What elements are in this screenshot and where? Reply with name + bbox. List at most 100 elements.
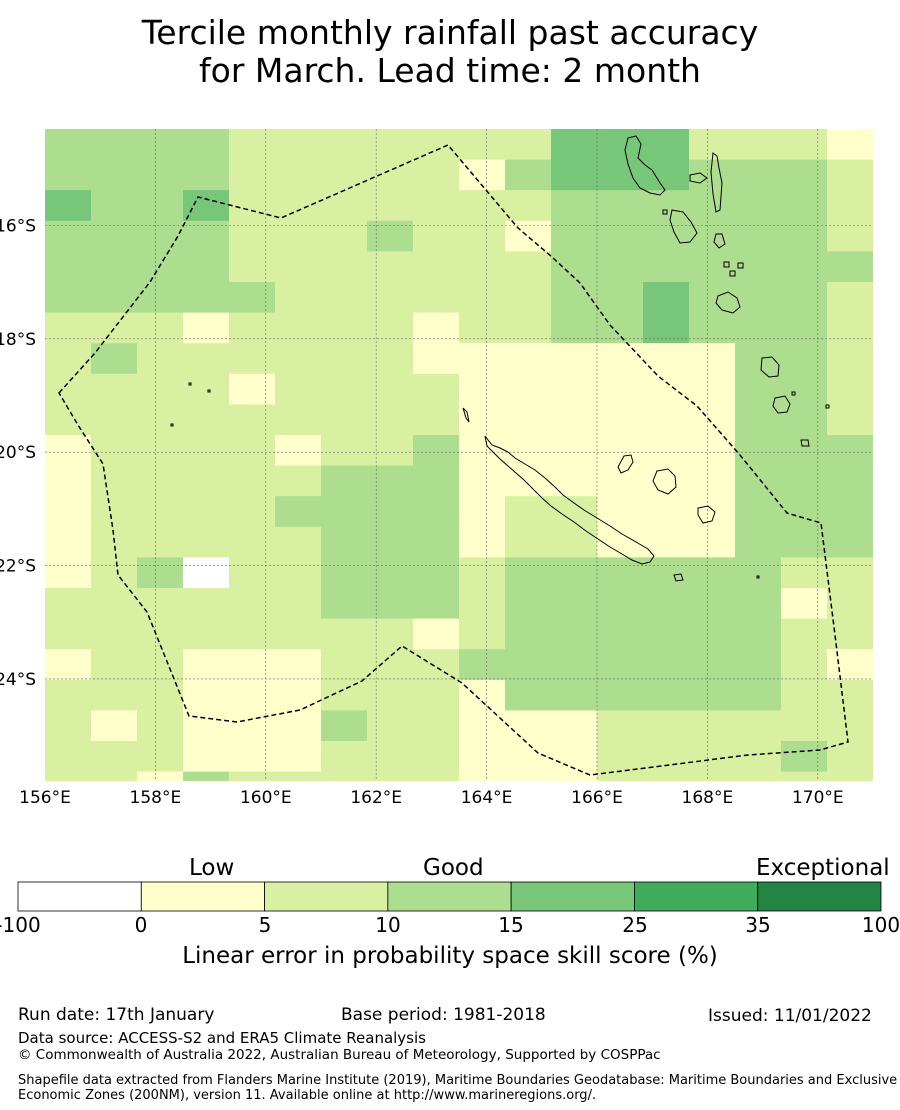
skill-cell — [597, 190, 644, 222]
lat-tick-label: 24°S — [0, 670, 36, 690]
skill-cell — [413, 159, 460, 191]
skill-cell — [183, 220, 230, 252]
skill-cell — [459, 588, 506, 620]
skill-cell — [413, 373, 460, 405]
skill-cell — [183, 129, 230, 161]
skill-cell — [827, 404, 873, 436]
espiritu-santo — [624, 135, 666, 196]
skill-cell — [367, 251, 414, 283]
tanna — [772, 395, 791, 414]
skill-cell — [229, 588, 276, 620]
skill-cell — [45, 251, 92, 283]
skill-cell — [183, 526, 230, 558]
skill-cell — [505, 435, 552, 467]
skill-cell — [321, 312, 368, 344]
skill-cell — [91, 343, 138, 375]
skill-cell — [321, 190, 368, 222]
skill-cell — [689, 496, 736, 528]
skill-cell — [137, 557, 184, 589]
colorbar-segment — [264, 881, 389, 912]
skill-cell — [183, 710, 230, 742]
skill-cell — [551, 588, 598, 620]
skill-cell — [275, 373, 322, 405]
skill-cell — [137, 373, 184, 405]
skill-cell — [827, 190, 873, 222]
lat-tick-label: 20°S — [0, 443, 36, 463]
graticule — [45, 129, 873, 781]
skill-cell — [827, 282, 873, 314]
skill-cell — [597, 404, 644, 436]
skill-cell — [413, 312, 460, 344]
efate — [715, 291, 741, 314]
skill-cell — [735, 710, 782, 742]
skill-cell — [827, 710, 873, 742]
skill-cell — [275, 557, 322, 589]
skill-cell — [367, 129, 414, 161]
skill-cell — [137, 312, 184, 344]
shepherd-islands — [723, 261, 744, 277]
skill-cell — [229, 465, 276, 497]
skill-cell — [275, 435, 322, 467]
skill-cell — [367, 710, 414, 742]
skill-cell — [827, 220, 873, 252]
skill-cell — [597, 771, 644, 781]
base-period: Base period: 1981-2018 — [341, 1005, 546, 1025]
colorbar-tick: 35 — [745, 913, 771, 937]
skill-cell — [367, 373, 414, 405]
skill-cell — [275, 649, 322, 681]
skill-cell — [689, 435, 736, 467]
skill-cell — [45, 129, 92, 161]
skill-cell — [643, 588, 690, 620]
skill-cell — [827, 129, 873, 161]
skill-cell — [137, 741, 184, 773]
skill-cell — [413, 618, 460, 650]
skill-cell — [321, 710, 368, 742]
skill-cell — [229, 741, 276, 773]
lon-tick-label: 162°E — [350, 788, 402, 808]
skill-cell — [321, 373, 368, 405]
skill-cell — [367, 526, 414, 558]
skill-cell — [91, 465, 138, 497]
skill-cell — [689, 190, 736, 222]
skill-cell — [91, 129, 138, 161]
skill-cell — [459, 373, 506, 405]
skill-cell — [459, 557, 506, 589]
skill-cell — [505, 220, 552, 252]
colorbar-label: Linear error in probability space skill … — [182, 943, 718, 969]
skill-cell — [459, 679, 506, 711]
skill-cell — [689, 710, 736, 742]
skill-cell — [229, 649, 276, 681]
skill-cell — [551, 649, 598, 681]
skill-cell — [229, 404, 276, 436]
skill-cell — [91, 710, 138, 742]
skill-cell — [183, 159, 230, 191]
skill-cell — [459, 190, 506, 222]
small-islet-c — [791, 391, 796, 396]
skill-cell — [275, 588, 322, 620]
skill-cell — [643, 771, 690, 781]
skill-cell — [505, 557, 552, 589]
skill-cell — [827, 373, 873, 405]
skill-cell — [597, 710, 644, 742]
run-date: Run date: 17th January — [18, 1005, 215, 1025]
skill-cell — [781, 465, 828, 497]
skill-cell — [275, 710, 322, 742]
lon-tick-label: 170°E — [792, 788, 844, 808]
skill-cell — [459, 465, 506, 497]
skill-cell — [597, 618, 644, 650]
skill-cell — [827, 649, 873, 681]
skill-cell — [275, 159, 322, 191]
skill-cell — [321, 741, 368, 773]
skill-cell — [45, 710, 92, 742]
skill-cell — [459, 649, 506, 681]
colorbar-tick: 15 — [498, 913, 524, 937]
skill-cell — [551, 129, 598, 161]
skill-cell — [643, 343, 690, 375]
skill-cell — [229, 251, 276, 283]
skill-cell — [91, 557, 138, 589]
copyright: © Commonwealth of Australia 2022, Austra… — [18, 1047, 661, 1063]
skill-cell — [183, 588, 230, 620]
skill-cell — [183, 404, 230, 436]
skill-cell — [229, 159, 276, 191]
